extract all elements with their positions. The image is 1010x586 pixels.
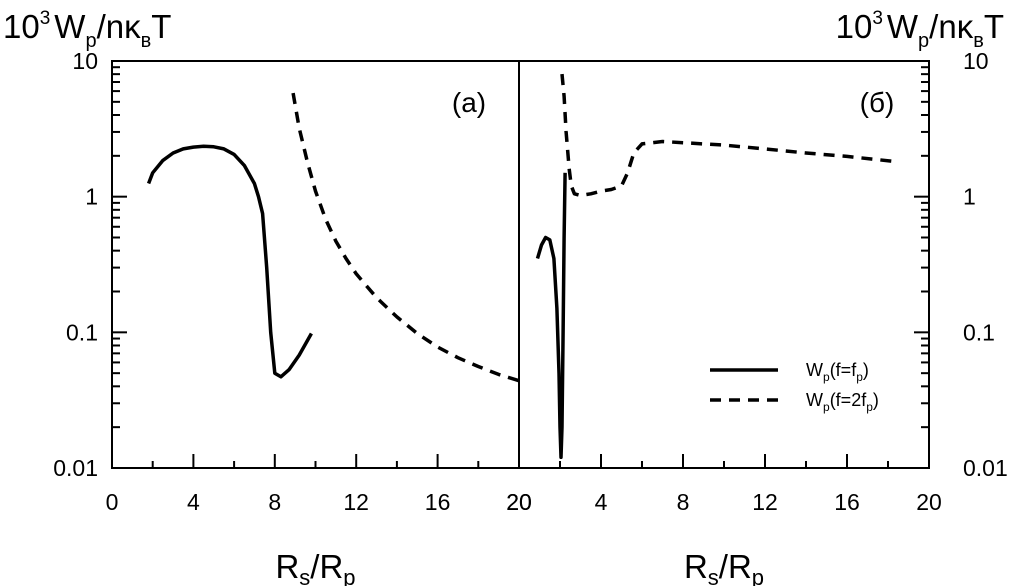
x-title-sub: s bbox=[708, 565, 719, 586]
x-tick-label: 20 bbox=[506, 489, 532, 515]
y-tick-label: 10 bbox=[72, 48, 98, 74]
x-tick-label: 20 bbox=[916, 489, 942, 515]
legend-mid: (f=f bbox=[830, 360, 858, 380]
x-tick-label: 8 bbox=[268, 489, 281, 515]
y-title-tail: T bbox=[984, 8, 1004, 45]
y-tick-label: 10 bbox=[963, 48, 989, 74]
legend-mid: (f=2f bbox=[830, 390, 868, 410]
y-title-prefix: 10 bbox=[836, 8, 873, 45]
legend-name: W bbox=[806, 390, 823, 410]
x-axis-title: Rs/Rp bbox=[275, 548, 355, 586]
y-title-sub: p bbox=[918, 30, 929, 52]
x-tick-label: 16 bbox=[834, 489, 860, 515]
y-axis-title: 103 Wp/nκвT bbox=[836, 8, 1004, 52]
x-title-main: R bbox=[684, 548, 708, 585]
series-line-a-solid bbox=[146, 144, 313, 379]
x-title-sub: s bbox=[299, 565, 310, 586]
x-title-sub: p bbox=[343, 565, 355, 586]
y-tick-label: 0.1 bbox=[963, 319, 995, 345]
y-title-prefix: 10 bbox=[3, 8, 40, 45]
x-tick-label: 12 bbox=[343, 489, 369, 515]
y-title-main: W bbox=[887, 8, 919, 45]
series-line-b-solid bbox=[535, 172, 567, 460]
y-title-sub: в bbox=[141, 30, 152, 52]
x-title-mid: /R bbox=[719, 548, 752, 585]
y-tick-label: 1 bbox=[85, 184, 98, 210]
legend-sub: p bbox=[866, 400, 873, 414]
x-tick-label: 12 bbox=[752, 489, 778, 515]
legend-sub: p bbox=[856, 370, 863, 384]
ticks bbox=[111, 60, 930, 469]
series-line-b-dashed bbox=[560, 73, 895, 198]
x-tick-label: 20 bbox=[506, 489, 532, 515]
y-tick-label: 1 bbox=[963, 184, 976, 210]
legend: Wp(f=fp)Wp(f=2fp) bbox=[710, 360, 879, 414]
y-axis-title: 103 Wp/nκвT bbox=[3, 8, 171, 52]
x-tick-label: 16 bbox=[425, 489, 451, 515]
legend-end: ) bbox=[863, 360, 869, 380]
plot-frame-a bbox=[111, 60, 520, 469]
series-line-a-dashed bbox=[291, 92, 520, 383]
y-tick-label: 0.01 bbox=[53, 455, 98, 481]
y-title-mid: /nκ bbox=[97, 8, 142, 45]
y-title-tail: T bbox=[151, 8, 171, 45]
y-tick-label: 0.01 bbox=[963, 455, 1008, 481]
legend-sub: p bbox=[823, 370, 830, 384]
y-title-sub: в bbox=[973, 30, 984, 52]
x-title-sub: p bbox=[752, 565, 764, 586]
x-title-mid: /R bbox=[310, 548, 343, 585]
legend-end: ) bbox=[873, 390, 879, 410]
x-tick-label: 4 bbox=[187, 489, 200, 515]
y-title-sup: 3 bbox=[872, 8, 883, 29]
x-axis-title: Rs/Rp bbox=[684, 548, 764, 586]
x-title-main: R bbox=[275, 548, 299, 585]
y-title-main: W bbox=[54, 8, 86, 45]
x-tick-label: 4 bbox=[595, 489, 608, 515]
panel-label: (б) bbox=[860, 87, 895, 118]
legend-name: W bbox=[806, 360, 823, 380]
panel-label: (а) bbox=[452, 87, 486, 118]
y-title-sub: p bbox=[85, 30, 96, 52]
y-title-mid: /nκ bbox=[929, 8, 974, 45]
legend-sub: p bbox=[823, 400, 830, 414]
legend-label: Wp(f=fp) bbox=[806, 360, 869, 384]
y-tick-label: 0.1 bbox=[66, 319, 98, 345]
y-title-sup: 3 bbox=[40, 8, 51, 29]
x-tick-label: 8 bbox=[677, 489, 690, 515]
series bbox=[146, 73, 895, 460]
x-tick-label: 0 bbox=[106, 489, 119, 515]
legend-label: Wp(f=2fp) bbox=[806, 390, 879, 414]
